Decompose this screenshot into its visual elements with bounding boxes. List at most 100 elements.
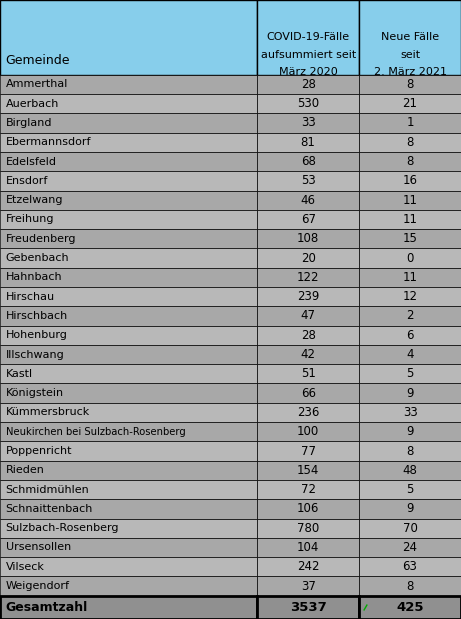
Bar (257, 229, 359, 248)
Bar (359, 576, 461, 595)
Text: 3537: 3537 (290, 601, 326, 614)
Text: 104: 104 (297, 541, 319, 554)
Text: seit: seit (400, 50, 420, 59)
Text: 0: 0 (407, 251, 414, 264)
Bar (0, 132, 257, 152)
Text: Freihung: Freihung (6, 214, 54, 225)
Text: 8: 8 (407, 136, 414, 149)
Bar (257, 538, 359, 557)
Text: 9: 9 (406, 387, 414, 400)
Text: 21: 21 (402, 97, 418, 110)
Bar (0, 94, 257, 113)
Text: 77: 77 (301, 444, 316, 457)
Bar (359, 461, 461, 480)
Text: 8: 8 (407, 78, 414, 91)
Bar (0, 113, 257, 132)
Text: 108: 108 (297, 232, 319, 245)
Bar (257, 248, 359, 267)
Bar (0, 345, 257, 364)
Text: 15: 15 (402, 232, 418, 245)
Bar (257, 461, 359, 480)
Bar (257, 267, 359, 287)
Text: Birgland: Birgland (6, 118, 52, 128)
Bar (359, 480, 461, 500)
Bar (257, 287, 359, 306)
Text: 47: 47 (301, 310, 316, 322)
Bar (359, 171, 461, 191)
Text: 8: 8 (407, 444, 414, 457)
Text: 11: 11 (402, 194, 418, 207)
Text: 100: 100 (297, 425, 319, 438)
Bar (0, 461, 257, 480)
Bar (0, 267, 257, 287)
Text: 68: 68 (301, 155, 316, 168)
Text: 33: 33 (301, 116, 315, 129)
Text: 20: 20 (301, 251, 316, 264)
Bar (359, 595, 461, 619)
Bar (0, 403, 257, 422)
Text: 106: 106 (297, 503, 319, 516)
Text: 66: 66 (301, 387, 316, 400)
Bar (0, 422, 257, 441)
Text: 8: 8 (407, 155, 414, 168)
Bar (257, 576, 359, 595)
Bar (0, 557, 257, 576)
Text: 8: 8 (407, 579, 414, 592)
Text: Freudenberg: Freudenberg (6, 234, 76, 244)
Text: 5: 5 (407, 367, 414, 380)
Text: Sulzbach-Rosenberg: Sulzbach-Rosenberg (6, 523, 119, 533)
Text: 28: 28 (301, 329, 316, 342)
Bar (257, 306, 359, 326)
Bar (359, 0, 461, 75)
Text: Kümmersbruck: Kümmersbruck (6, 407, 90, 417)
Text: 53: 53 (301, 175, 315, 188)
Bar (257, 191, 359, 210)
Text: Neue Fälle: Neue Fälle (381, 32, 439, 42)
Bar (0, 383, 257, 403)
Bar (257, 132, 359, 152)
Text: Ursensollen: Ursensollen (6, 542, 71, 553)
Bar (0, 595, 257, 619)
Bar (359, 500, 461, 519)
Text: Gebenbach: Gebenbach (6, 253, 69, 263)
Text: 28: 28 (301, 78, 316, 91)
Text: 63: 63 (402, 560, 418, 573)
Text: 2: 2 (406, 310, 414, 322)
Bar (257, 403, 359, 422)
Text: 236: 236 (297, 406, 319, 419)
Bar (257, 0, 359, 75)
Text: 42: 42 (301, 348, 316, 361)
Text: Ebermannsdorf: Ebermannsdorf (6, 137, 91, 147)
Bar (0, 306, 257, 326)
Text: 9: 9 (406, 425, 414, 438)
Text: 12: 12 (402, 290, 418, 303)
Bar (359, 364, 461, 383)
Text: 5: 5 (407, 483, 414, 496)
Bar (0, 229, 257, 248)
Text: 11: 11 (402, 271, 418, 284)
Bar (359, 94, 461, 113)
Bar (257, 383, 359, 403)
Bar (0, 171, 257, 191)
Bar (0, 191, 257, 210)
Bar (257, 480, 359, 500)
Bar (0, 0, 257, 75)
Text: 1: 1 (406, 116, 414, 129)
Bar (359, 113, 461, 132)
Bar (257, 422, 359, 441)
Bar (0, 500, 257, 519)
Text: 11: 11 (402, 213, 418, 226)
Bar (359, 403, 461, 422)
Text: Etzelwang: Etzelwang (6, 195, 63, 205)
Text: 33: 33 (403, 406, 417, 419)
Bar (0, 576, 257, 595)
Bar (359, 383, 461, 403)
Text: Ensdorf: Ensdorf (6, 176, 48, 186)
Bar (257, 75, 359, 94)
Text: 780: 780 (297, 522, 319, 535)
Text: Schnaittenbach: Schnaittenbach (6, 504, 93, 514)
Text: Kastl: Kastl (6, 369, 33, 379)
Text: 2. März 2021: 2. März 2021 (373, 67, 447, 77)
Bar (257, 364, 359, 383)
Text: Hohenburg: Hohenburg (6, 330, 67, 340)
